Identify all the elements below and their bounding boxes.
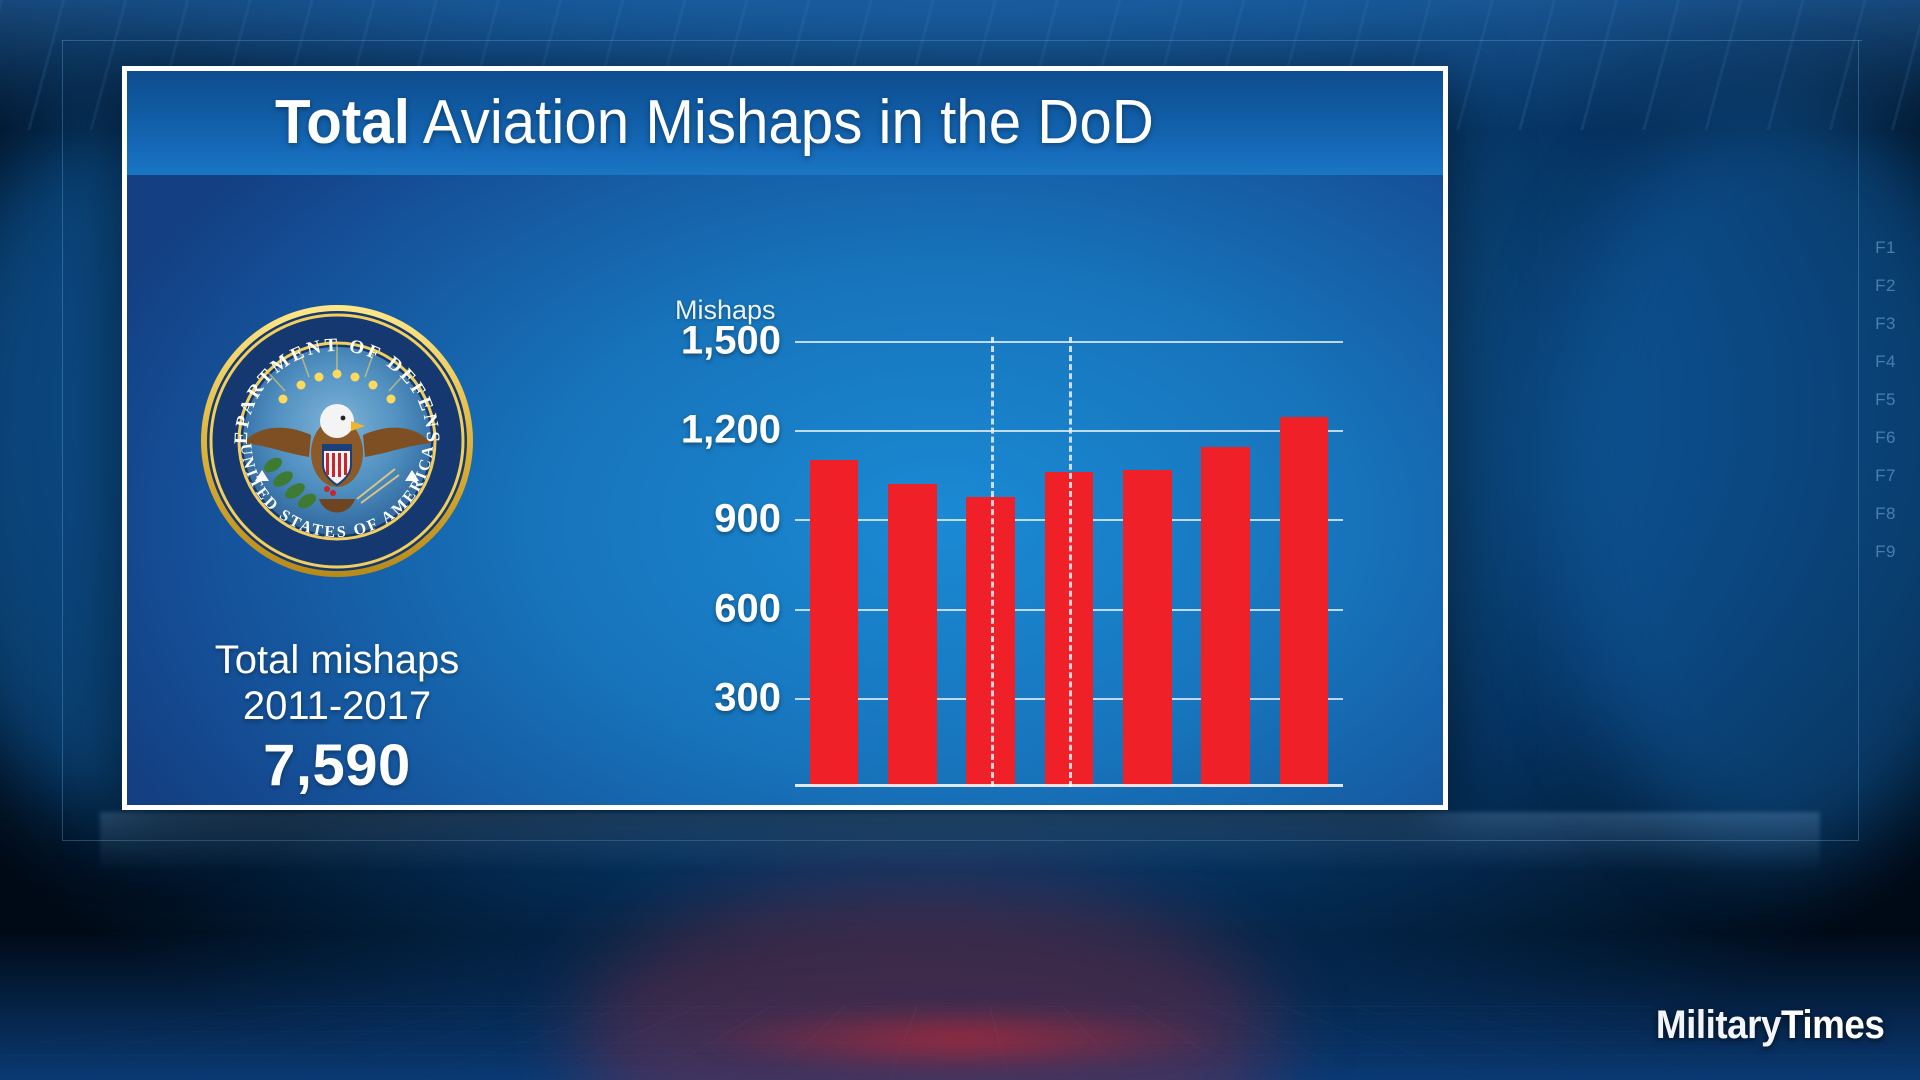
infographic-card: Total Aviation Mishaps in the DoD bbox=[122, 66, 1448, 810]
screen-reflection-red bbox=[691, 1004, 1229, 1074]
fkey-f7: F7 bbox=[1875, 466, 1896, 485]
x-axis-tick-label: ’11 bbox=[795, 797, 873, 805]
hud-line-left bbox=[62, 40, 63, 840]
bar-15 bbox=[1123, 470, 1172, 787]
summary-line-2: 2011-2017 bbox=[242, 684, 432, 729]
fkey-f1: F1 bbox=[1875, 238, 1896, 257]
fkey-f5: F5 bbox=[1875, 390, 1896, 409]
title-bold-word: Total bbox=[275, 88, 410, 157]
summary-block: Total mishaps 2011-2017 7,590 bbox=[215, 637, 460, 799]
bar-16 bbox=[1201, 446, 1250, 787]
x-axis-tick-label: ’17 bbox=[1265, 797, 1343, 805]
fkey-f8: F8 bbox=[1875, 504, 1896, 523]
x-axis-baseline bbox=[795, 784, 1343, 787]
event-dashed-line-1 bbox=[990, 337, 994, 787]
page-title: Total Aviation Mishaps in the DoD bbox=[275, 92, 1154, 154]
logo-light-part: Times bbox=[1780, 1003, 1885, 1047]
x-axis-tick-label: ’12 bbox=[873, 797, 951, 805]
y-axis-tick-label: 300 bbox=[714, 675, 781, 720]
hud-line-top bbox=[62, 40, 1862, 41]
screen-reflection bbox=[100, 812, 1820, 872]
bar-slot bbox=[1186, 341, 1264, 787]
bar-slot bbox=[1108, 341, 1186, 787]
bar-12 bbox=[888, 483, 937, 787]
fkey-f2: F2 bbox=[1875, 276, 1896, 295]
military-times-logo: MilitaryTimes bbox=[1655, 1003, 1884, 1048]
fkey-f4: F4 bbox=[1875, 352, 1896, 371]
fkey-f9: F9 bbox=[1875, 542, 1896, 561]
y-axis-tick-label: 1,500 bbox=[680, 318, 781, 363]
x-axis-tick-label: ’14 bbox=[1030, 797, 1108, 805]
y-axis-label: Mishaps bbox=[675, 295, 776, 325]
bar-slot bbox=[873, 341, 951, 787]
y-axis-tick-label: 600 bbox=[714, 586, 781, 631]
summary-line-1: Total mishaps bbox=[214, 638, 460, 682]
x-axis-tick-labels: ’11’12’13’14’15’16’17 bbox=[795, 797, 1343, 805]
bar-14 bbox=[1044, 471, 1094, 787]
bar-11 bbox=[809, 459, 859, 787]
plot-area: 1,500 1,200 900 600 300 bbox=[681, 319, 1343, 787]
event-dashed-line-2 bbox=[1069, 337, 1072, 787]
bar-17 bbox=[1279, 416, 1329, 787]
y-axis-tick-label: 900 bbox=[714, 496, 781, 541]
summary-total-value: 7,590 bbox=[263, 732, 411, 798]
fkey-f3: F3 bbox=[1875, 314, 1896, 333]
function-key-column: F1 F2 F3 F4 F5 F6 F7 F8 F9 bbox=[1875, 238, 1896, 562]
hud-line-right bbox=[1858, 40, 1859, 840]
x-axis-tick-label: ’16 bbox=[1186, 797, 1264, 805]
logo-bold-part: Military bbox=[1655, 1003, 1781, 1047]
bar-series bbox=[795, 341, 1343, 787]
bar-slot bbox=[795, 341, 873, 787]
bar-chart: Mishaps 1,500 1,200 900 600 300 ’11’12’13’14… bbox=[547, 279, 1433, 805]
title-bar: Total Aviation Mishaps in the DoD bbox=[127, 71, 1443, 175]
y-axis-tick-label: 1,200 bbox=[680, 407, 781, 452]
x-axis-tick-label: ’15 bbox=[1108, 797, 1186, 805]
title-rest: Aviation Mishaps in the DoD bbox=[409, 88, 1154, 157]
bar-slot bbox=[1030, 341, 1108, 787]
hud-line-bottom bbox=[62, 840, 1859, 841]
fkey-f6: F6 bbox=[1875, 428, 1896, 447]
bar-slot bbox=[1265, 341, 1343, 787]
x-axis-tick-label: ’13 bbox=[952, 797, 1030, 805]
